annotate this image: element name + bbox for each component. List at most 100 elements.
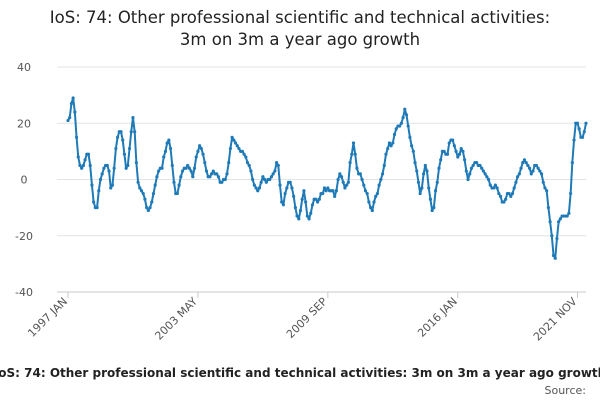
data-point: [541, 180, 545, 184]
data-point: [451, 138, 455, 142]
data-point: [97, 189, 101, 193]
y-axis-ticks: 40 20 0 -20 -40: [15, 61, 33, 299]
data-point: [553, 256, 557, 260]
data-point: [114, 146, 118, 151]
data-point: [387, 141, 391, 145]
data-point: [398, 124, 402, 128]
data-point: [256, 189, 260, 193]
data-point: [230, 135, 234, 139]
data-point: [198, 144, 202, 148]
x-tick-label: 2003 MAY: [152, 295, 200, 343]
data-point: [216, 175, 221, 179]
data-point: [478, 163, 482, 168]
data-point: [242, 152, 246, 156]
data-point: [551, 253, 556, 258]
data-point: [382, 163, 386, 168]
data-point: [68, 116, 72, 120]
data-point: [160, 166, 164, 170]
data-point: [143, 197, 147, 201]
data-point: [136, 180, 140, 184]
data-point: [411, 149, 415, 153]
data-point: [339, 175, 344, 179]
data-point: [264, 180, 268, 184]
data-point: [119, 130, 123, 134]
data-point: [131, 116, 135, 120]
data-point: [304, 200, 308, 204]
data-point: [302, 189, 306, 193]
data-point: [569, 191, 573, 196]
data-point: [439, 158, 443, 162]
data-point: [345, 183, 349, 187]
data-point: [168, 146, 173, 151]
data-point: [134, 161, 138, 165]
data-point: [492, 186, 496, 190]
data-point: [456, 155, 460, 159]
data-point: [445, 152, 450, 156]
data-point: [529, 172, 533, 176]
data-point: [153, 183, 157, 187]
data-point: [88, 163, 92, 168]
data-point: [269, 175, 274, 179]
gridlines: [57, 66, 586, 237]
data-point: [343, 186, 347, 190]
data-point: [69, 101, 74, 106]
data-point: [507, 191, 511, 196]
data-point: [538, 169, 542, 173]
data-point: [278, 183, 282, 187]
data-point: [420, 186, 424, 190]
y-tick-label: 20: [17, 117, 31, 130]
data-point: [469, 166, 474, 170]
data-point: [259, 180, 263, 184]
data-point: [447, 141, 451, 145]
data-point: [170, 163, 174, 168]
data-point: [557, 220, 561, 224]
x-tick-label: 1997 JAN: [25, 295, 70, 340]
data-point: [516, 175, 520, 179]
data-point: [391, 141, 395, 145]
data-point: [442, 149, 446, 153]
data-point: [297, 217, 301, 221]
data-point: [211, 169, 215, 173]
data-point: [73, 110, 77, 114]
data-point: [251, 177, 255, 182]
data-point: [283, 191, 287, 196]
data-point: [428, 197, 433, 201]
data-point: [483, 172, 487, 176]
data-point: [165, 141, 169, 145]
data-point: [184, 166, 188, 170]
data-point: [86, 152, 91, 156]
data-point: [122, 152, 127, 156]
data-point: [102, 166, 106, 170]
data-point: [379, 177, 383, 182]
data-point: [237, 146, 241, 151]
data-point: [435, 180, 439, 184]
data-point: [151, 191, 156, 196]
data-point: [228, 146, 233, 151]
data-point: [273, 169, 277, 173]
data-point: [577, 127, 581, 131]
data-point: [263, 177, 267, 182]
data-point: [187, 166, 191, 170]
data-point: [480, 166, 484, 170]
data-point: [519, 166, 523, 170]
data-point: [127, 146, 132, 151]
data-point: [71, 96, 75, 100]
data-point: [521, 161, 525, 165]
data-point: [92, 200, 96, 204]
data-point: [463, 158, 467, 162]
data-point: [351, 141, 356, 145]
data-point: [247, 163, 251, 168]
data-point: [172, 180, 176, 184]
data-point: [386, 146, 390, 151]
data-point: [421, 172, 426, 176]
x-tick-label: 2009 SEP: [284, 295, 330, 341]
data-point: [534, 163, 539, 168]
x-tick-label: 2021 NOV: [531, 295, 580, 344]
data-point: [309, 211, 313, 215]
data-point: [466, 177, 470, 182]
data-point: [210, 172, 214, 176]
series-points: [66, 96, 588, 260]
data-point: [157, 169, 161, 173]
data-point: [138, 186, 142, 190]
